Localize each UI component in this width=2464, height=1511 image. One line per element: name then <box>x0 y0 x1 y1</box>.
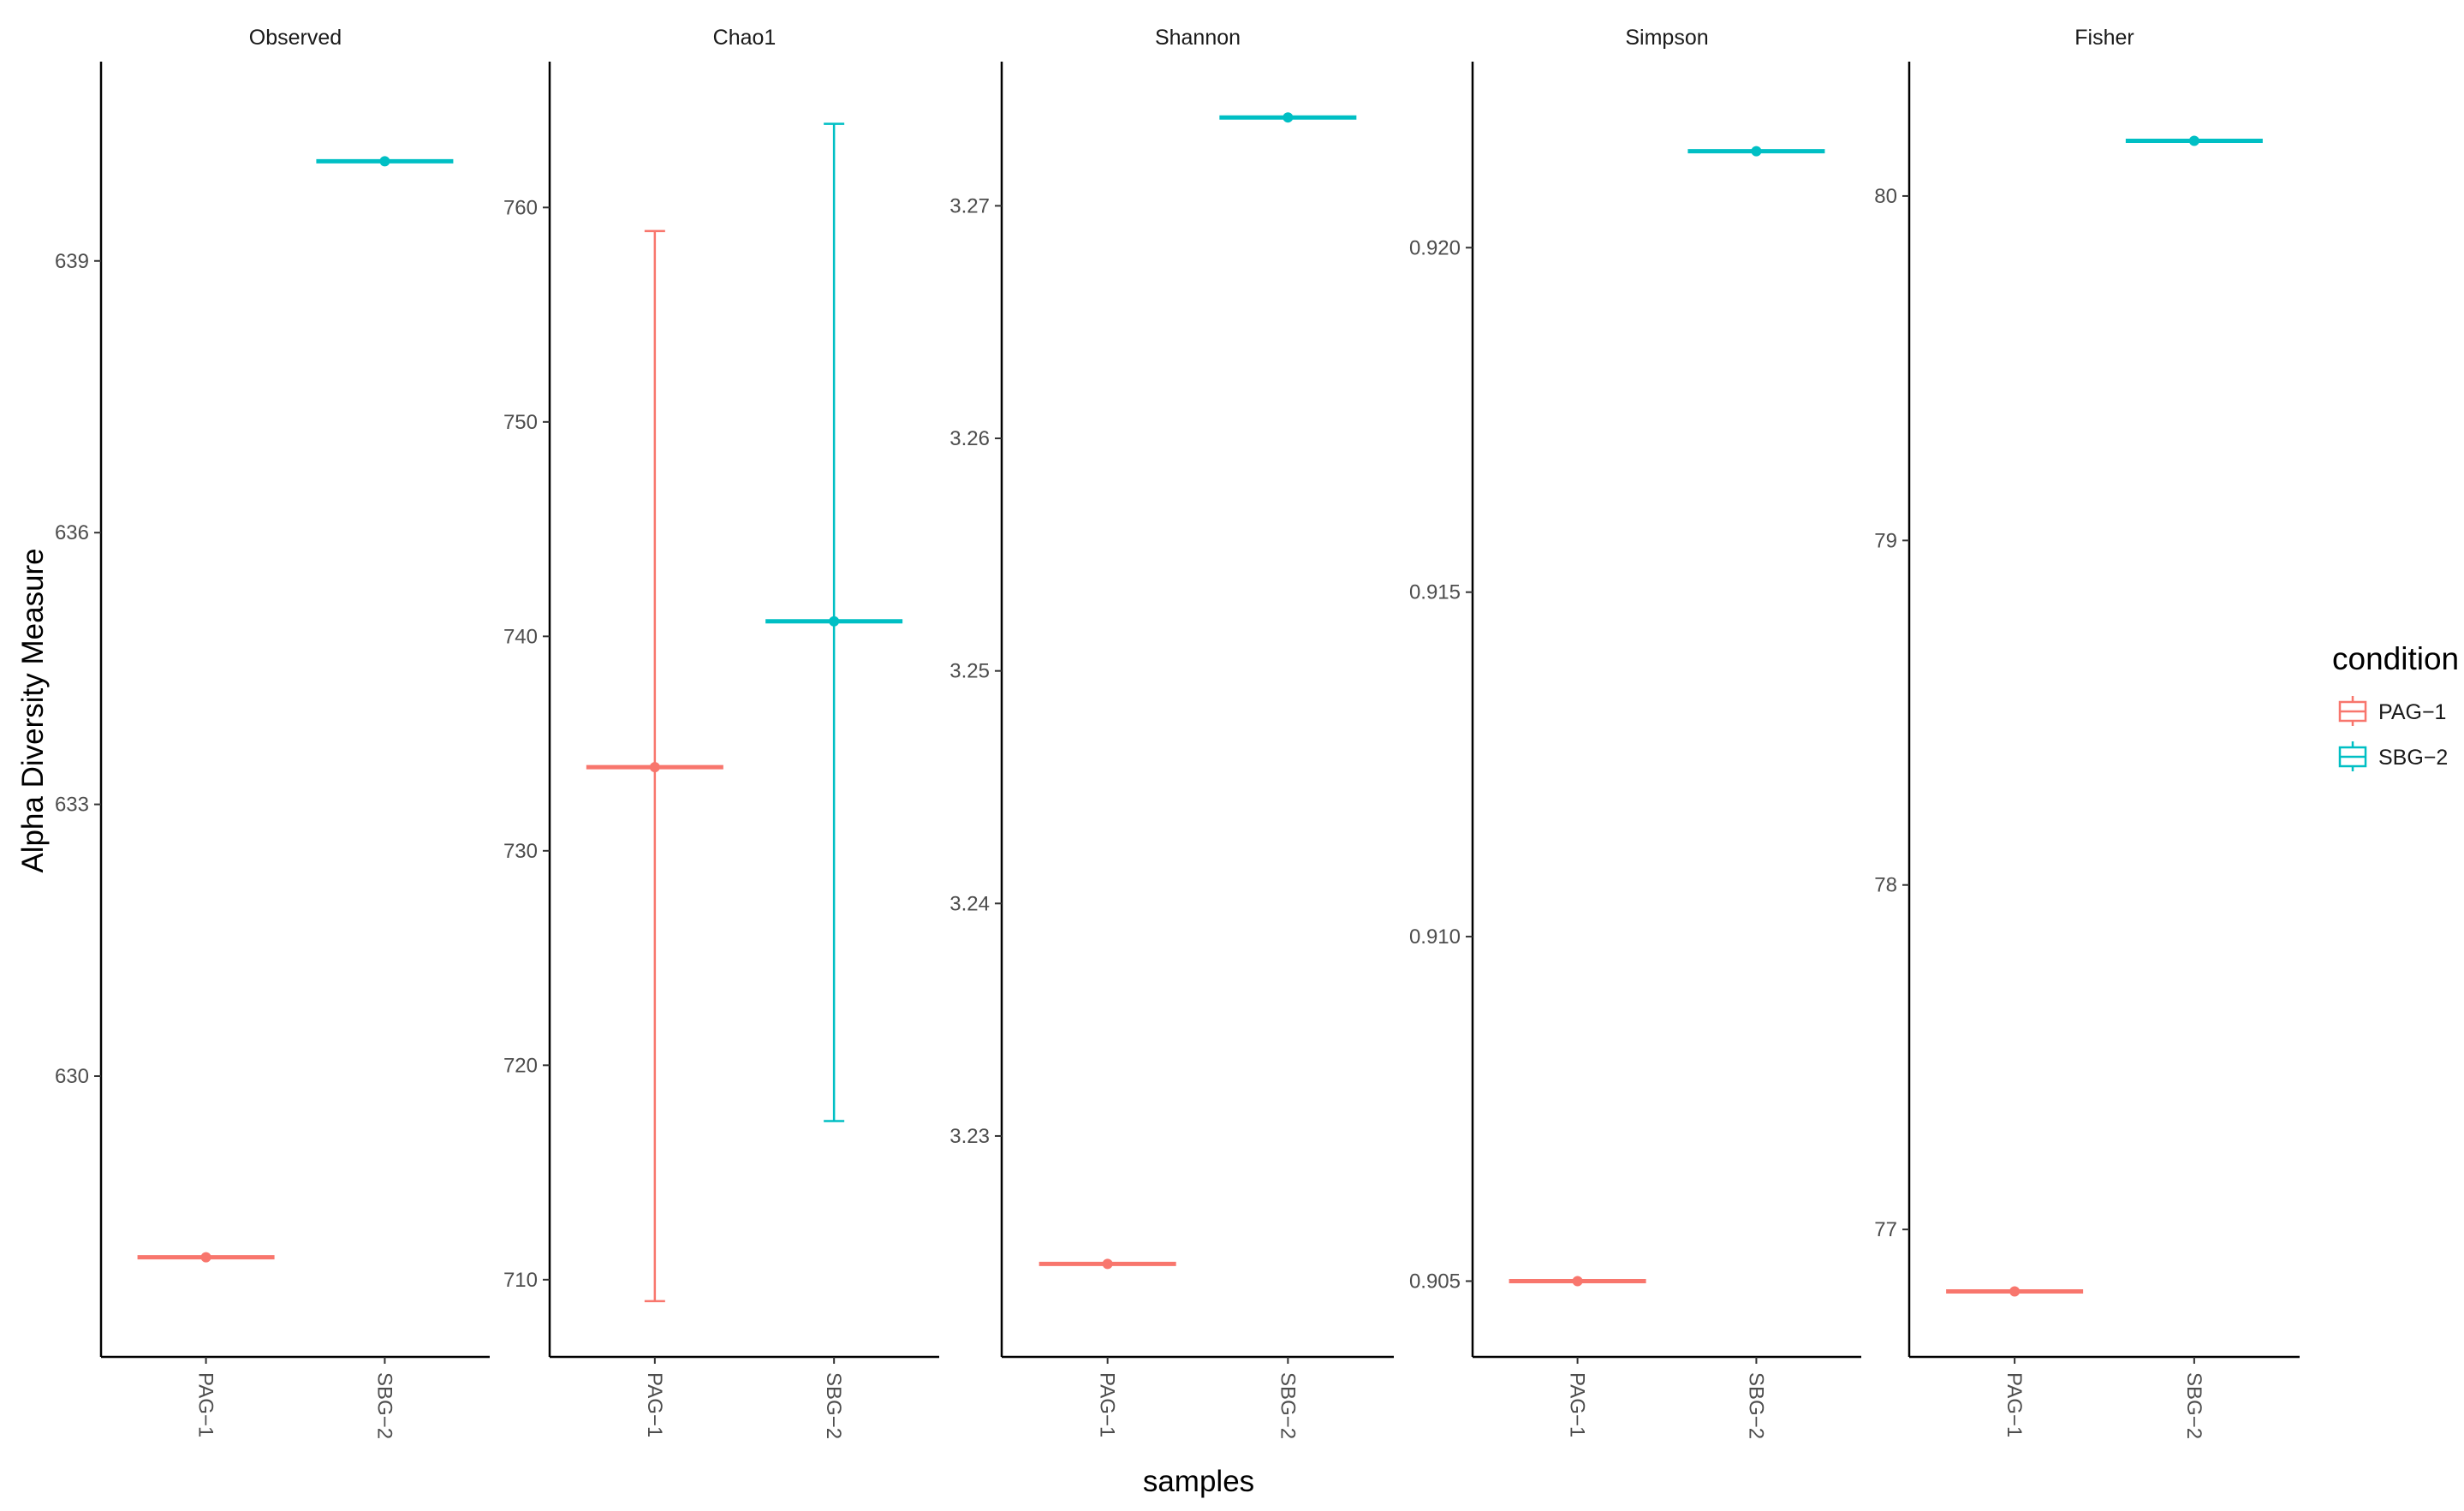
y-tick-label-chao1: 710 <box>503 1269 538 1292</box>
x-tick-label-simpson: SBG−2 <box>1744 1372 1767 1439</box>
panel-observed: Observed 630 633 636 639 PAG−1 SBG−2 <box>55 26 490 1439</box>
point-observed-sbg-2 <box>379 156 390 167</box>
x-tick-label-fisher: PAG−1 <box>2003 1372 2026 1437</box>
panel-shannon: Shannon 3.23 3.24 3.25 3.26 3.27 PAG−1 SBG−2 <box>949 26 1394 1439</box>
y-tick-label-simpson: 0.905 <box>1409 1270 1461 1293</box>
y-tick-label-shannon: 3.26 <box>949 427 990 450</box>
x-tick-label-chao1: SBG−2 <box>822 1372 845 1439</box>
panel-simpson: Simpson 0.905 0.910 0.915 0.920 PAG−1 SBG−2 <box>1409 26 1861 1439</box>
y-tick-label-shannon: 3.23 <box>949 1125 990 1148</box>
x-tick-label-chao1: PAG−1 <box>643 1372 666 1437</box>
point-chao1-pag-1 <box>649 762 660 773</box>
legend-key-sbg <box>2338 741 2367 771</box>
legend-label-pag: PAG−1 <box>2378 700 2446 724</box>
panel-chao1: Chao1 710 720 730 740 750 760 PAG−1 SBG−2 <box>503 26 939 1439</box>
point-simpson-sbg-2 <box>1751 146 1762 157</box>
y-tick-label-observed: 633 <box>55 794 89 817</box>
facet-title-simpson: Simpson <box>1625 26 1708 50</box>
point-observed-pag-1 <box>200 1252 211 1263</box>
y-tick-label-shannon: 3.27 <box>949 194 990 217</box>
x-tick-label-fisher: SBG−2 <box>2182 1372 2205 1439</box>
y-axis-title: Alpha Diversity Measure <box>16 548 50 872</box>
x-tick-label-simpson: PAG−1 <box>1566 1372 1589 1437</box>
y-tick-label-observed: 639 <box>55 250 89 273</box>
point-simpson-pag-1 <box>1572 1276 1583 1287</box>
x-tick-label-observed: PAG−1 <box>194 1372 217 1437</box>
x-tick-label-shannon: SBG−2 <box>1276 1372 1299 1439</box>
point-fisher-pag-1 <box>2009 1286 2021 1297</box>
facet-title-observed: Observed <box>249 26 342 50</box>
legend: condition PAG−1 SBG−2 <box>2332 641 2459 771</box>
y-tick-label-shannon: 3.24 <box>949 892 990 915</box>
point-shannon-sbg-2 <box>1283 112 1294 123</box>
y-tick-label-fisher: 77 <box>1874 1218 1897 1241</box>
y-tick-label-simpson: 0.910 <box>1409 925 1461 949</box>
y-tick-label-chao1: 740 <box>503 625 538 648</box>
y-tick-label-simpson: 0.920 <box>1409 236 1461 259</box>
y-tick-label-fisher: 79 <box>1874 529 1897 552</box>
facet-panels: Observed 630 633 636 639 PAG−1 SBG−2 Chao1 710 72… <box>55 26 2300 1439</box>
y-tick-label-chao1: 720 <box>503 1054 538 1077</box>
panel-fisher: Fisher 77 78 79 80 PAG−1 SBG−2 <box>1874 26 2300 1439</box>
y-tick-label-simpson: 0.915 <box>1409 581 1461 604</box>
y-tick-label-chao1: 750 <box>503 411 538 434</box>
legend-label-sbg: SBG−2 <box>2378 746 2448 770</box>
y-tick-label-fisher: 80 <box>1874 185 1897 208</box>
x-tick-label-shannon: PAG−1 <box>1096 1372 1119 1437</box>
facet-title-shannon: Shannon <box>1155 26 1241 50</box>
point-fisher-sbg-2 <box>2188 135 2199 146</box>
legend-title: condition <box>2332 641 2459 676</box>
x-tick-label-observed: SBG−2 <box>372 1372 396 1439</box>
y-tick-label-fisher: 78 <box>1874 874 1897 897</box>
y-tick-label-chao1: 760 <box>503 196 538 219</box>
y-tick-label-shannon: 3.25 <box>949 660 990 683</box>
y-tick-label-chao1: 730 <box>503 840 538 863</box>
legend-key-pag <box>2338 696 2367 726</box>
facet-title-chao1: Chao1 <box>713 26 777 50</box>
point-shannon-pag-1 <box>1102 1258 1113 1270</box>
point-chao1-sbg-2 <box>829 616 840 627</box>
y-tick-label-observed: 630 <box>55 1065 89 1088</box>
y-tick-label-observed: 636 <box>55 521 89 544</box>
facet-title-fisher: Fisher <box>2074 26 2134 50</box>
x-axis-title: samples <box>1143 1465 1254 1498</box>
